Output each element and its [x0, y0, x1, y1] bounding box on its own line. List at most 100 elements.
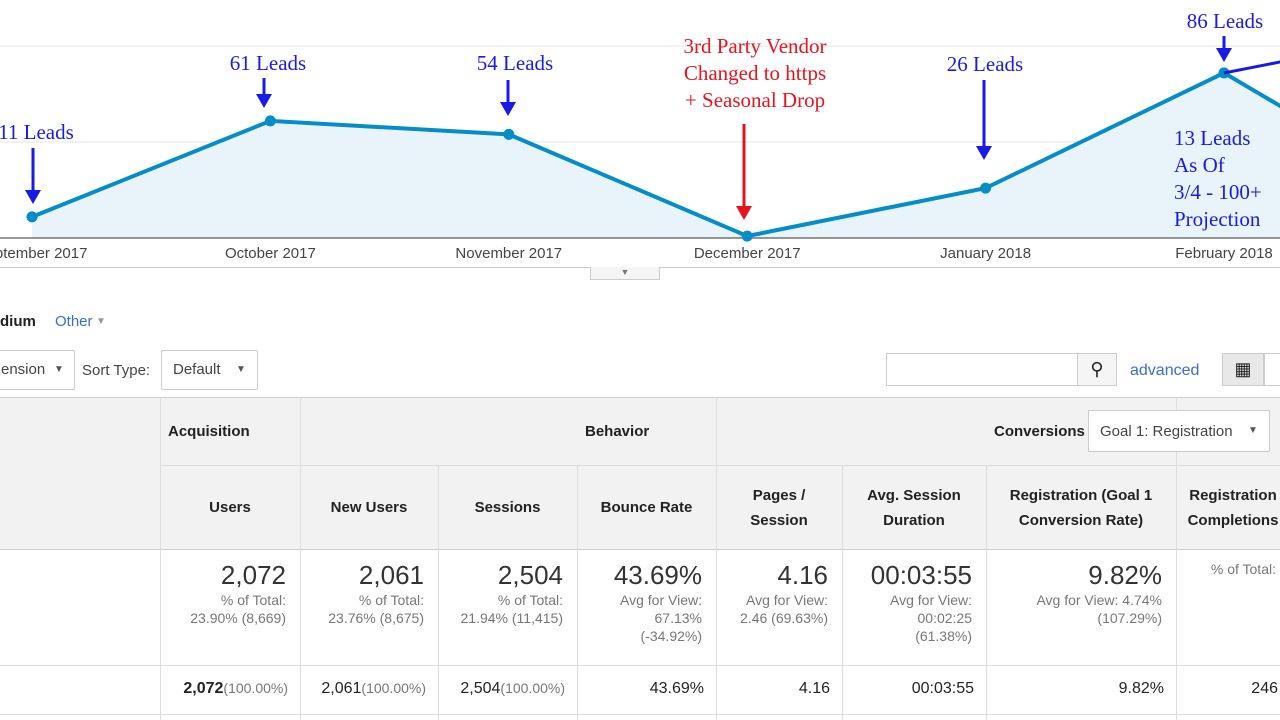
goal-select[interactable]: Goal 1: Registration: [1088, 410, 1270, 452]
annotation: Projection: [1174, 207, 1261, 231]
arrow-head: [256, 94, 272, 108]
annotation: 3rd Party Vendor: [683, 34, 826, 58]
row-value: 2,504: [460, 680, 501, 697]
view-button[interactable]: [1264, 353, 1280, 386]
row-value: 4.16: [798, 680, 830, 697]
table-line[interactable]: [842, 465, 843, 720]
table-line[interactable]: [716, 397, 717, 720]
caret: ▼: [1248, 425, 1258, 436]
total-sub: (107.29%): [1097, 610, 1162, 626]
column-header: Registration (Goal 1 Conversion Rate): [1009, 486, 1153, 529]
row-value: 246: [1251, 680, 1278, 697]
arrow-head: [25, 190, 41, 204]
arrow-head: [736, 206, 752, 220]
column-header: Registration Completions: [1187, 486, 1279, 529]
dimension-tab[interactable]: dium: [0, 313, 36, 330]
total-value: 4.16: [777, 560, 828, 590]
total-sub: % of Total:: [220, 592, 286, 608]
column-header: Avg. Session Duration: [867, 486, 961, 529]
total-sub: 00:02:25: [917, 610, 973, 626]
search-input: [886, 353, 1078, 386]
totals-cell: 00:03:55 Avg for View: 00:02:25 (61.38%): [842, 560, 986, 645]
row-share: (100.00%): [223, 680, 288, 696]
row-value: 00:03:55: [911, 680, 974, 697]
row-share: (100.00%): [361, 680, 426, 696]
annotation: Changed to https: [684, 61, 826, 85]
x-tick-label: January 2018: [940, 245, 1031, 262]
table-bg[interactable]: [0, 397, 1280, 550]
x-tick-label: September 2017: [0, 245, 87, 262]
x-tick-label: October 2017: [225, 245, 316, 262]
arrow-head: [1216, 48, 1232, 62]
total-sub: Avg for View: 4.74%: [1036, 592, 1162, 608]
search-button[interactable]: ⚲: [1077, 353, 1117, 386]
x-tick-label: February 2018: [1175, 245, 1273, 262]
total-value: 2,061: [358, 560, 424, 590]
column-header: Bounce Rate: [600, 499, 693, 516]
table-line[interactable]: [300, 397, 301, 720]
x-tick-label: November 2017: [455, 245, 562, 262]
table-line[interactable]: [160, 465, 1280, 466]
row-value: 43.69%: [649, 680, 704, 697]
caret: ▼: [54, 364, 64, 375]
sort-label: Sort Type:: [82, 362, 151, 379]
total-value: 9.82%: [1088, 560, 1162, 590]
annotation: + Seasonal Drop: [685, 88, 825, 112]
total-value: 2,072: [220, 560, 286, 590]
group-header: Behavior: [585, 423, 650, 440]
annotation: 3/4 - 100+: [1174, 180, 1262, 204]
point: [503, 128, 515, 140]
total-sub: 67.13%: [654, 610, 702, 626]
total-sub: 23.76% (8,675): [328, 610, 424, 626]
total-sub: Avg for View:: [620, 592, 702, 608]
annotation: 11 Leads: [0, 120, 74, 144]
point: [741, 230, 753, 242]
column-header: Users: [209, 499, 251, 516]
other-tab[interactable]: Other: [55, 313, 93, 330]
annotation: 86 Leads: [1187, 9, 1263, 33]
column-header: Sessions: [474, 499, 541, 516]
collapse-tab[interactable]: ▼: [590, 267, 660, 280]
advanced-link[interactable]: advanced: [1130, 362, 1200, 379]
table-line[interactable]: [1176, 397, 1177, 720]
table-line[interactable]: [986, 465, 987, 720]
totals-cell: % of Total:: [1176, 560, 1280, 578]
row-cell: 2,061(100.00%): [300, 680, 438, 698]
sort-select[interactable]: Default: [161, 350, 258, 390]
point: [264, 115, 276, 127]
totals-cell: 4.16 Avg for View: 2.46 (69.63%): [716, 560, 842, 627]
annotation: 54 Leads: [477, 51, 553, 75]
secondary-dimension-button[interactable]: ension: [0, 350, 75, 390]
total-sub: 21.94% (11,415): [460, 610, 563, 626]
arrow-head: [500, 102, 516, 116]
column-header: New Users: [330, 499, 408, 516]
table-line[interactable]: [577, 465, 578, 720]
row-value: 2,061: [321, 680, 362, 697]
row-cell: 2,072(100.00%): [160, 680, 300, 698]
annotation: As Of: [1174, 153, 1225, 177]
caret: ▼: [96, 316, 106, 327]
totals-cell: 2,504 % of Total: 21.94% (11,415): [438, 560, 577, 627]
total-sub: % of Total:: [1210, 561, 1276, 577]
table-line[interactable]: [0, 714, 1280, 715]
annotation: 26 Leads: [947, 52, 1023, 76]
table-line[interactable]: [160, 397, 161, 720]
total-value: 00:03:55: [870, 560, 972, 590]
row-cell: 2,504(100.00%): [438, 680, 577, 698]
group-header: Conversions: [994, 423, 1085, 440]
totals-cell: 2,061 % of Total: 23.76% (8,675): [300, 560, 438, 627]
group-header: Acquisition: [168, 423, 250, 440]
projection-line: [1223, 60, 1280, 75]
column-header: Pages / Session: [750, 486, 808, 529]
total-sub: Avg for View:: [890, 592, 972, 608]
table-line[interactable]: [438, 465, 439, 720]
point: [980, 182, 992, 194]
row-share: (100.00%): [500, 680, 565, 696]
totals-cell: 2,072 % of Total: 23.90% (8,669): [160, 560, 300, 627]
table-line[interactable]: [0, 665, 1280, 666]
chart: September 2017 October 2017 November 2017 D…: [0, 9, 1280, 262]
view-button[interactable]: ▦: [1222, 353, 1264, 386]
x-tick-label: December 2017: [694, 245, 801, 262]
total-sub: % of Total:: [358, 592, 424, 608]
total-sub: % of Total:: [497, 592, 563, 608]
